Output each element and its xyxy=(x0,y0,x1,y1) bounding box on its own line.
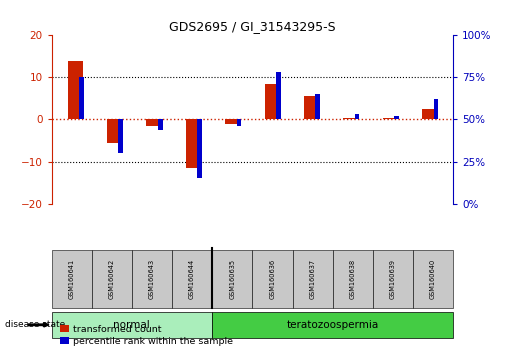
Text: GSM160641: GSM160641 xyxy=(68,259,75,299)
Text: GSM160635: GSM160635 xyxy=(229,259,235,299)
Title: GDS2695 / GI_31543295-S: GDS2695 / GI_31543295-S xyxy=(169,20,336,33)
Bar xyxy=(315,94,320,120)
Text: disease state: disease state xyxy=(5,320,65,329)
Bar xyxy=(344,118,358,120)
Bar xyxy=(186,120,201,168)
Bar xyxy=(67,61,82,120)
Text: GSM160638: GSM160638 xyxy=(350,259,356,299)
Bar xyxy=(158,120,163,130)
Bar xyxy=(394,116,399,120)
Text: normal: normal xyxy=(113,320,150,330)
Text: GSM160639: GSM160639 xyxy=(390,259,396,299)
Text: GSM160636: GSM160636 xyxy=(269,259,276,299)
Bar xyxy=(422,109,437,120)
Text: GSM160637: GSM160637 xyxy=(310,259,316,299)
Bar xyxy=(276,72,281,120)
Bar xyxy=(265,84,280,120)
Bar xyxy=(118,120,123,153)
Legend: transformed count, percentile rank within the sample: transformed count, percentile rank withi… xyxy=(56,321,237,349)
Bar xyxy=(225,120,240,124)
Text: teratozoospermia: teratozoospermia xyxy=(286,320,379,330)
Bar xyxy=(236,120,242,126)
Bar xyxy=(383,118,398,120)
Text: GSM160642: GSM160642 xyxy=(109,259,115,299)
Bar xyxy=(79,78,84,120)
Bar xyxy=(434,99,438,120)
Bar xyxy=(146,120,161,126)
Bar xyxy=(355,114,359,120)
Bar xyxy=(197,120,202,178)
Bar xyxy=(304,96,319,120)
Text: GSM160644: GSM160644 xyxy=(189,259,195,299)
Text: GSM160643: GSM160643 xyxy=(149,259,155,299)
Text: GSM160640: GSM160640 xyxy=(430,259,436,299)
Bar xyxy=(107,120,122,143)
